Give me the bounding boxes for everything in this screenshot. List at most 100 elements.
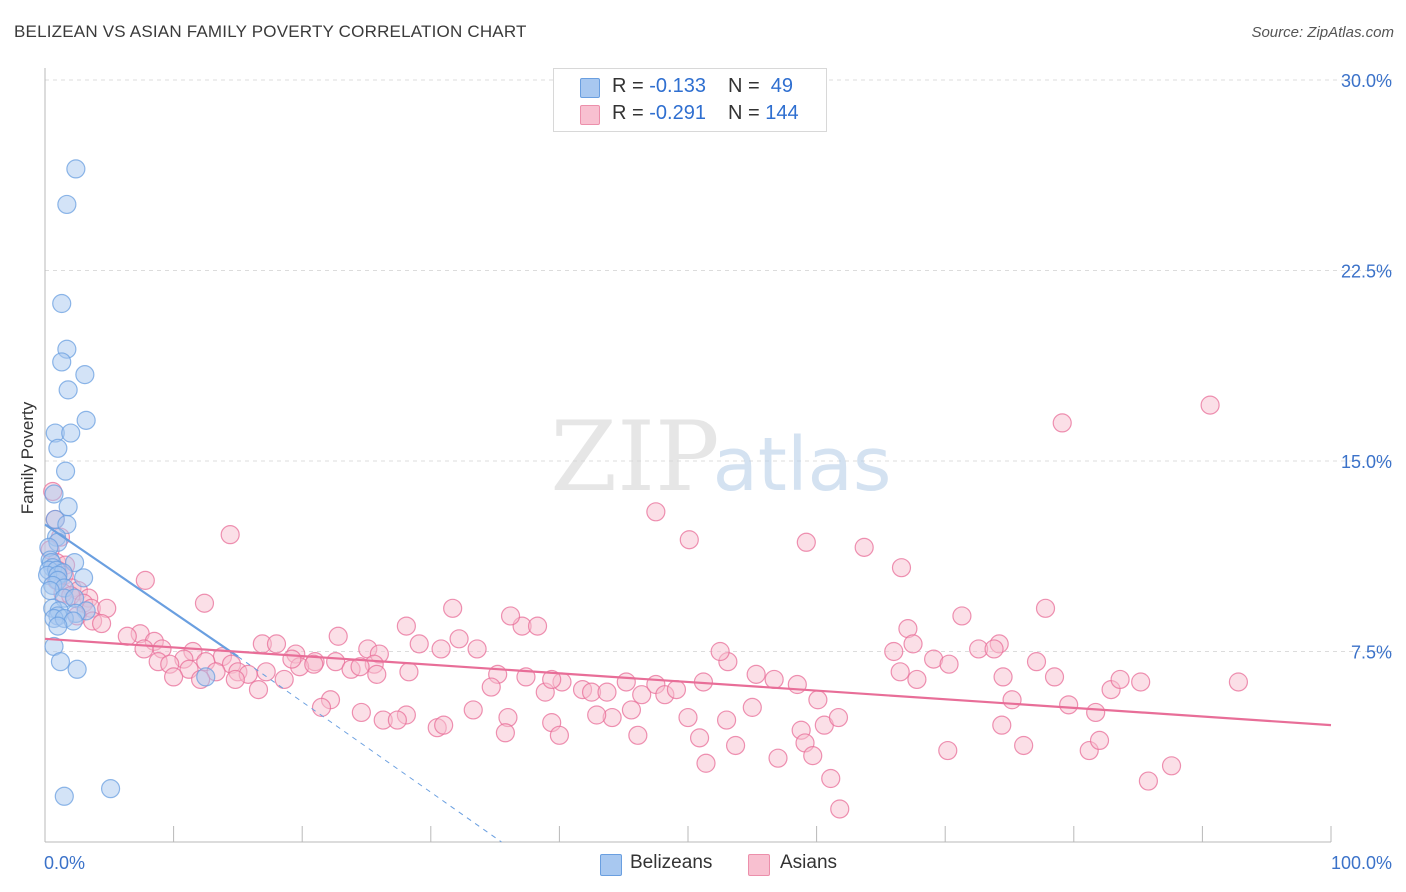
data-point <box>351 702 371 723</box>
watermark-atlas: atlas <box>713 422 892 508</box>
data-point <box>1089 730 1110 751</box>
data-point <box>1044 667 1065 687</box>
data-point <box>938 740 958 761</box>
data-point <box>76 410 96 430</box>
data-point <box>1200 395 1220 415</box>
legend-n: N = 49 <box>728 75 794 97</box>
data-point <box>500 606 521 626</box>
data-point <box>409 634 429 654</box>
data-point <box>1110 669 1130 690</box>
data-point <box>542 669 562 690</box>
data-point <box>549 725 570 745</box>
data-point <box>1131 672 1151 692</box>
legend-n: N = 144 <box>728 102 799 124</box>
data-point <box>52 293 72 314</box>
data-point <box>50 652 71 672</box>
legend-r: R = -0.133 <box>612 75 706 97</box>
chart-title: BELIZEAN VS ASIAN FAMILY POVERTY CORRELA… <box>14 22 527 41</box>
correlation-legend: R = -0.133 N = 49 R = -0.291 N = 144 <box>553 68 827 132</box>
data-point <box>678 707 698 728</box>
data-point <box>632 685 652 705</box>
legend-swatch-belizeans <box>580 78 600 98</box>
data-point <box>527 616 548 636</box>
data-point <box>768 748 788 768</box>
data-point <box>57 194 77 215</box>
data-point <box>194 593 215 613</box>
data-point <box>100 779 121 799</box>
grid-lines <box>45 79 1392 652</box>
data-point <box>1228 672 1249 692</box>
bottom-legend-swatch-belizeans <box>600 854 622 876</box>
data-point <box>830 799 850 819</box>
x-tick-label: 100.0% <box>1331 853 1392 873</box>
data-point <box>764 669 784 690</box>
data-point <box>443 598 463 618</box>
legend-row-belizeans: R = -0.133 N = 49 <box>554 73 826 101</box>
data-point <box>164 667 184 687</box>
data-point <box>796 532 816 552</box>
data-point <box>1035 598 1056 618</box>
trend-line <box>44 637 1332 727</box>
data-point <box>48 616 68 636</box>
data-point <box>689 728 710 748</box>
axes <box>44 68 1332 843</box>
data-point <box>387 710 407 730</box>
data-point <box>597 682 617 702</box>
bottom-legend-label: Asians <box>780 852 838 873</box>
data-point <box>304 654 324 674</box>
trend-line-extension <box>237 656 502 843</box>
data-point <box>57 514 77 535</box>
data-point <box>616 672 636 692</box>
y-tick-label: 15.0% <box>1341 452 1392 472</box>
data-point <box>716 710 737 730</box>
data-point <box>350 657 370 677</box>
data-point <box>907 669 927 690</box>
data-point <box>821 768 841 789</box>
data-point <box>939 654 959 674</box>
legend-swatch-asians <box>580 105 600 125</box>
data-point <box>52 352 72 372</box>
data-point <box>44 484 64 504</box>
data-point <box>993 667 1013 687</box>
data-point <box>884 641 904 662</box>
data-point <box>431 639 451 659</box>
data-point <box>710 641 730 662</box>
data-point <box>135 570 155 590</box>
data-point <box>463 700 483 720</box>
data-point <box>196 667 216 687</box>
data-point <box>367 664 387 684</box>
data-point <box>1052 413 1072 433</box>
data-point <box>890 662 910 682</box>
data-point <box>1026 652 1047 672</box>
data-point <box>891 558 912 578</box>
data-point <box>628 725 648 745</box>
data-point <box>91 613 112 634</box>
data-point <box>67 659 87 679</box>
data-point <box>725 735 746 756</box>
data-point <box>587 705 607 725</box>
data-point <box>854 537 874 557</box>
data-point <box>73 568 94 588</box>
data-point <box>449 629 469 649</box>
data-point <box>621 700 642 720</box>
data-point <box>1014 735 1034 756</box>
data-point <box>117 626 137 646</box>
data-point <box>61 423 81 443</box>
tick-labels: 7.5% 15.0% 22.5% 30.0% 0.0% 100.0% <box>44 71 1392 873</box>
data-point <box>282 649 302 669</box>
data-point <box>396 616 416 636</box>
data-point <box>803 746 823 766</box>
data-point <box>225 669 245 690</box>
bottom-legend-swatch-asians <box>748 854 770 876</box>
data-point <box>328 626 348 646</box>
data-point <box>992 715 1012 735</box>
data-point <box>808 690 828 710</box>
data-point <box>66 159 86 179</box>
y-axis-label: Family Poverty <box>18 401 37 515</box>
data-point <box>248 679 269 700</box>
y-tick-label: 30.0% <box>1341 71 1392 91</box>
y-tick-label: 22.5% <box>1341 262 1392 282</box>
bottom-legend-label: Belizeans <box>630 852 713 873</box>
data-point <box>746 664 766 684</box>
